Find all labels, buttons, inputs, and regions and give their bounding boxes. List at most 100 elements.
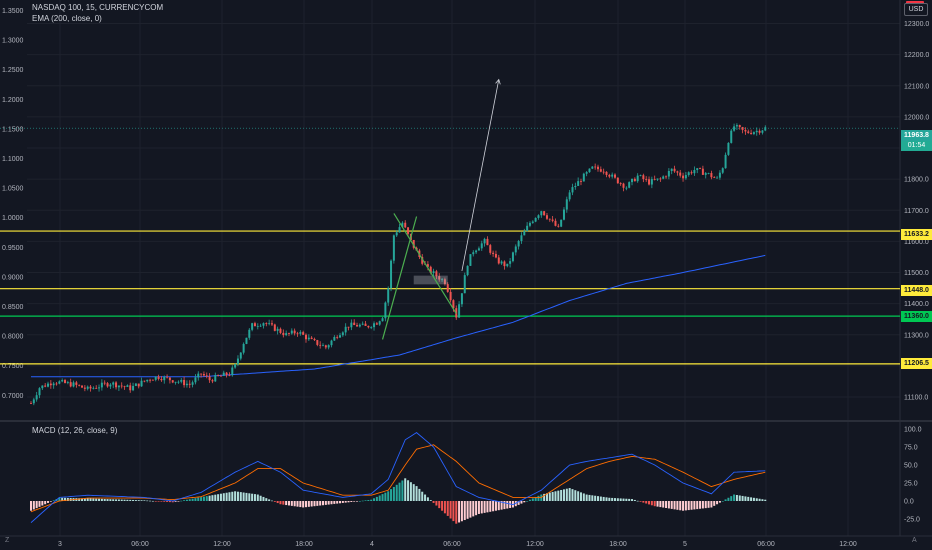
- candle-body: [653, 179, 656, 180]
- macd-histogram-bar: [648, 501, 651, 505]
- candle-body: [236, 358, 239, 365]
- candle-body: [716, 177, 719, 179]
- macd-histogram-bar: [489, 501, 492, 512]
- macd-histogram-bar: [200, 497, 203, 501]
- candle-body: [251, 323, 254, 330]
- macd-histogram-bar: [163, 501, 166, 502]
- candle-body: [353, 322, 356, 326]
- candle-body: [551, 219, 554, 221]
- candle-body: [421, 256, 424, 264]
- macd-histogram-bar: [183, 500, 186, 501]
- macd-histogram-bar: [256, 494, 259, 501]
- candle-body: [239, 352, 242, 359]
- candle-body: [123, 386, 126, 388]
- macd-histogram-bar: [662, 501, 665, 508]
- macd-histogram-bar: [665, 501, 668, 508]
- candle-body: [537, 215, 540, 218]
- candle-body: [381, 318, 384, 322]
- candle-body: [432, 271, 435, 274]
- macd-histogram-bar: [126, 499, 129, 501]
- candle-body: [460, 293, 463, 305]
- candle-body: [761, 130, 764, 133]
- candle-body: [86, 386, 89, 389]
- candle-body: [265, 323, 268, 324]
- candle-body: [633, 178, 636, 182]
- candle-body: [78, 384, 81, 386]
- candle-body: [109, 384, 112, 387]
- macd-histogram-bar: [330, 501, 333, 505]
- macd-histogram-bar: [545, 493, 548, 501]
- candle-body: [469, 254, 472, 266]
- candle-body: [597, 166, 599, 170]
- macd-histogram-bar: [497, 501, 500, 511]
- macd-histogram-bar: [89, 498, 92, 501]
- candle-body: [256, 325, 259, 327]
- candle-body: [528, 222, 531, 226]
- macd-histogram-bar: [659, 501, 662, 508]
- candle-body: [89, 386, 92, 389]
- macd-histogram-bar: [38, 501, 41, 507]
- macd-histogram-bar: [523, 501, 526, 503]
- macd-histogram-bar: [304, 501, 307, 508]
- candle-body: [358, 324, 361, 327]
- right-axis-tick: 11800.0: [904, 177, 929, 184]
- auto-scale-icon[interactable]: A: [912, 537, 917, 544]
- macd-histogram-bar: [214, 494, 217, 501]
- candle-body: [560, 219, 563, 227]
- candle-body: [157, 376, 160, 379]
- consolidation-box: [413, 275, 448, 285]
- time-axis-tick: 06:00: [757, 541, 775, 548]
- macd-histogram-bar: [140, 500, 143, 501]
- candle-body: [322, 345, 325, 347]
- macd-legend[interactable]: MACD (12, 26, close, 9): [32, 426, 118, 435]
- candle-body: [219, 375, 222, 377]
- left-axis-tick: 1.1500: [2, 126, 24, 133]
- macd-histogram-bar: [398, 482, 401, 501]
- candle-body: [330, 340, 333, 346]
- candle-body: [341, 332, 344, 336]
- candle-body: [565, 199, 568, 210]
- candle-body: [568, 192, 571, 200]
- macd-histogram-bar: [251, 493, 254, 501]
- candle-body: [466, 265, 469, 276]
- left-axis-tick: 1.0000: [2, 215, 24, 222]
- macd-histogram-bar: [236, 491, 239, 501]
- macd-histogram-bar: [282, 501, 285, 505]
- macd-histogram-bar: [146, 500, 149, 502]
- ema-legend[interactable]: EMA (200, close, 0): [32, 14, 102, 23]
- macd-histogram-bar: [710, 501, 713, 508]
- candle-body: [665, 176, 668, 178]
- macd-histogram-bar: [679, 501, 682, 511]
- macd-histogram-bar: [117, 499, 120, 501]
- macd-histogram-bar: [344, 501, 347, 503]
- macd-histogram-bar: [517, 501, 520, 505]
- macd-histogram-bar: [650, 501, 653, 506]
- candle-body: [449, 291, 452, 301]
- candle-body: [506, 263, 509, 267]
- candle-body: [645, 179, 648, 180]
- timezone-icon[interactable]: Z: [5, 537, 10, 544]
- candle-body: [650, 179, 653, 185]
- candle-body: [149, 379, 152, 381]
- macd-histogram-bar: [506, 501, 509, 509]
- macd-histogram-bar: [494, 501, 497, 511]
- currency-button[interactable]: USD: [904, 3, 928, 16]
- candle-body: [509, 261, 512, 264]
- macd-histogram-bar: [364, 500, 367, 501]
- macd-histogram-bar: [738, 495, 741, 501]
- candle-body: [701, 168, 704, 175]
- macd-histogram-bar: [716, 501, 719, 505]
- candle-body: [115, 382, 118, 388]
- macd-histogram-bar: [718, 501, 721, 503]
- macd-histogram-bar: [670, 501, 673, 509]
- macd-histogram-bar: [636, 500, 639, 502]
- macd-histogram-bar: [151, 500, 154, 502]
- symbol-legend[interactable]: NASDAQ 100, 15, CURRENCYCOM: [32, 3, 164, 12]
- macd-histogram-bar: [608, 497, 611, 501]
- candle-body: [154, 376, 157, 380]
- left-axis-tick: 1.1000: [2, 156, 24, 163]
- macd-histogram-bar: [560, 489, 563, 501]
- candle-body: [35, 395, 38, 400]
- candle-body: [296, 333, 299, 335]
